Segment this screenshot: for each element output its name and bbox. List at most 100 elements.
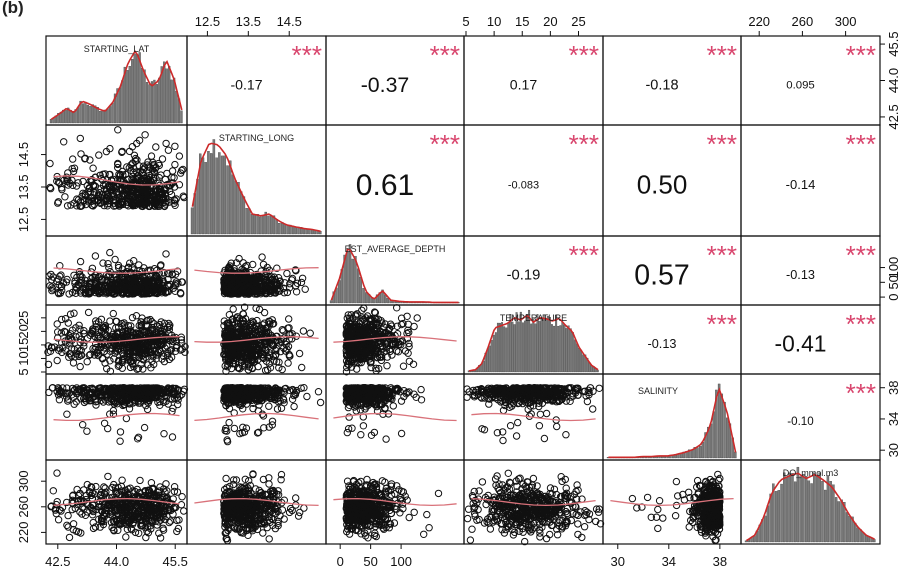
hist-bar xyxy=(229,160,232,235)
hist-bar xyxy=(76,107,80,124)
scatter-point xyxy=(105,270,114,279)
hist-bar xyxy=(575,343,578,373)
scatter-point xyxy=(46,159,54,168)
hist-bar xyxy=(242,196,246,235)
hist-bar xyxy=(356,268,360,304)
hist-bar xyxy=(278,223,281,235)
scatter-point xyxy=(125,164,134,172)
hist-bar xyxy=(79,100,82,124)
scatter-point xyxy=(76,134,85,143)
scatter-point xyxy=(225,311,234,319)
significance-stars: *** xyxy=(569,240,599,270)
hist-bar xyxy=(873,539,876,543)
hist-bar xyxy=(818,472,821,543)
scatter-point xyxy=(64,169,72,177)
scatter-est-average-depth-vs-starting-lat xyxy=(45,248,187,298)
scatter-point xyxy=(95,151,103,159)
scatter-point xyxy=(133,156,141,164)
scatter-point xyxy=(58,282,66,290)
hist-bar xyxy=(546,316,549,373)
hist-bar xyxy=(492,334,495,373)
hist-bar xyxy=(559,325,562,373)
scatter-point xyxy=(104,260,112,268)
scatter-temperature-vs-starting-lat xyxy=(44,308,189,375)
hist-bar xyxy=(540,317,543,373)
scatter-point xyxy=(76,257,85,266)
scatter-point xyxy=(91,252,100,260)
hist-bar xyxy=(89,106,92,124)
hist-bar xyxy=(523,320,526,373)
scatter-point xyxy=(91,196,99,205)
hist-bar xyxy=(542,314,545,373)
hist-bar xyxy=(261,215,265,235)
hist-bar xyxy=(138,52,141,124)
scatter-point xyxy=(343,428,351,437)
hist-bar xyxy=(158,77,161,124)
scatter-point xyxy=(178,278,187,286)
scatter-point xyxy=(229,305,237,313)
variable-name-salinity: SALINITY xyxy=(638,386,678,396)
hist-bar xyxy=(57,113,60,124)
scatter-point xyxy=(72,283,80,291)
hist-bar xyxy=(101,110,104,124)
scatter-salinity-vs-est-average-depth xyxy=(333,384,457,443)
significance-stars: *** xyxy=(846,240,876,270)
scatter-point xyxy=(63,202,72,210)
hist-bar xyxy=(536,314,539,373)
hist-bar xyxy=(496,322,499,373)
scatter-point xyxy=(91,173,100,181)
scatter-point xyxy=(63,410,71,418)
hist-bar xyxy=(170,79,173,124)
hist-bar xyxy=(553,325,556,373)
scatter-point xyxy=(130,257,138,265)
scatter-point xyxy=(69,155,77,163)
hist-bar xyxy=(515,312,518,373)
scatter-point xyxy=(156,262,165,270)
hist-bar xyxy=(359,277,363,304)
hist-bar xyxy=(250,214,254,235)
hist-bar xyxy=(723,401,726,459)
scatter-point xyxy=(85,287,94,295)
hist-bar xyxy=(571,332,574,373)
scatter-point xyxy=(136,286,144,294)
hist-bar xyxy=(118,87,122,124)
scatter-point xyxy=(174,279,182,287)
scatter-point xyxy=(123,267,131,276)
scatter-point xyxy=(132,175,140,184)
hist-bar xyxy=(845,512,849,543)
hist-bar xyxy=(734,451,737,459)
scatter-point xyxy=(115,193,123,202)
hist-bar xyxy=(698,446,702,459)
scatter-point xyxy=(168,167,177,175)
significance-stars: *** xyxy=(846,40,876,70)
hist-bar xyxy=(848,516,851,543)
correlation-value: -0.14 xyxy=(786,177,816,192)
hist-bar xyxy=(712,411,715,459)
hist-bar xyxy=(283,223,287,235)
hist-bar xyxy=(834,497,838,543)
scatter-point xyxy=(140,423,149,432)
scatter-point xyxy=(118,167,127,176)
scatter-point xyxy=(76,362,84,371)
hist-bar xyxy=(580,349,583,373)
hist-bar xyxy=(215,157,218,235)
hist-bar xyxy=(280,222,284,235)
scatter-point xyxy=(118,148,126,157)
panel-frame-r5-c5 xyxy=(740,459,881,545)
scatter-point xyxy=(290,402,298,411)
scatter-point xyxy=(171,287,179,295)
scatter-point xyxy=(60,138,68,146)
scatter-point xyxy=(109,183,117,192)
significance-stars: *** xyxy=(569,129,599,159)
hist-bar xyxy=(717,383,721,459)
scatter-point xyxy=(116,428,125,436)
hist-bar xyxy=(106,108,109,124)
scatter-point xyxy=(100,419,109,427)
correlation-value: -0.19 xyxy=(507,268,541,284)
scatter-point xyxy=(125,405,134,413)
scatter-point xyxy=(114,126,122,134)
scatter-point xyxy=(298,274,307,282)
hist-bar xyxy=(267,215,270,235)
hist-bar xyxy=(113,93,117,124)
hist-bar xyxy=(94,105,97,124)
